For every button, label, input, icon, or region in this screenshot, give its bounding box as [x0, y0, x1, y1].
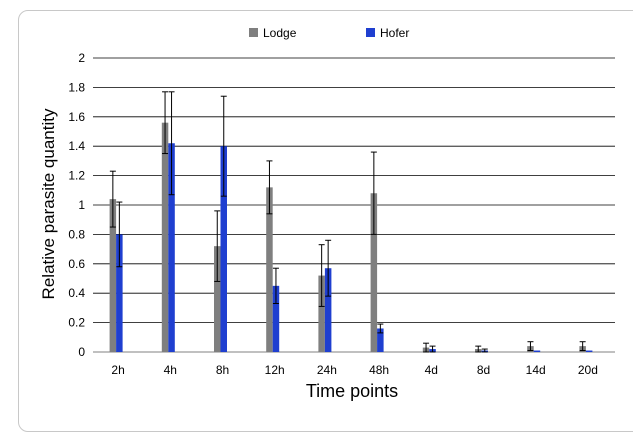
- bar-hofer-14d: [533, 350, 541, 352]
- x-tick-label: 24h: [317, 363, 337, 377]
- y-tick-labels: 0 0.2 0.4 0.6 0.8 1 1.2 1.4 1.6 1.8 2: [68, 51, 85, 359]
- x-tick-label: 48h: [369, 363, 389, 377]
- x-tick-label: 4d: [425, 363, 438, 377]
- y-tick-label: 0.8: [68, 227, 85, 241]
- bar-hofer-48h: [377, 328, 384, 352]
- bar-lodge-8h: [214, 246, 221, 352]
- bar-hofer-24h: [324, 268, 332, 352]
- y-tick-label: 1.6: [68, 110, 85, 124]
- x-tick-label: 2h: [111, 363, 124, 377]
- y-tick-label: 1: [78, 198, 85, 212]
- bar-lodge-4h: [161, 122, 169, 353]
- y-tick-label: 0.2: [68, 316, 85, 330]
- legend-label-lodge: Lodge: [263, 26, 297, 40]
- bars: [109, 122, 593, 353]
- legend-label-hofer: Hofer: [380, 26, 409, 40]
- y-tick-label: 0.6: [68, 257, 85, 271]
- x-tick-label: 14d: [526, 363, 546, 377]
- bar-hofer-8h: [220, 146, 227, 352]
- bar-lodge-48h: [370, 193, 378, 352]
- y-tick-label: 1.2: [68, 169, 85, 183]
- y-tick-label: 0: [78, 345, 85, 359]
- legend: Lodge Hofer: [249, 26, 409, 40]
- bar-hofer-12h: [272, 285, 280, 352]
- x-tick-label: 20d: [578, 363, 598, 377]
- x-tick-label: 8h: [216, 363, 229, 377]
- x-tick-label: 4h: [164, 363, 177, 377]
- y-axis-title: Relative parasite quantity: [39, 108, 58, 299]
- chart: 0 0.2 0.4 0.6 0.8 1 1.2 1.4 1.6 1.8 2 2h 4h 8h 12h 24h…: [39, 26, 615, 401]
- x-axis-title: Time points: [306, 381, 398, 401]
- y-tick-label: 1.4: [68, 139, 85, 153]
- bar-hofer-2h: [116, 234, 123, 352]
- chart-frame: [18, 10, 633, 432]
- y-tick-label: 0.4: [68, 286, 85, 300]
- y-tick-label: 1.8: [68, 80, 85, 94]
- x-tick-labels: 2h 4h 8h 12h 24h 48h 4d 8d 14d 20d: [111, 363, 597, 377]
- bar-lodge-12h: [266, 187, 273, 352]
- bar-lodge-2h: [109, 199, 117, 352]
- bar-hofer-20d: [585, 350, 593, 352]
- bar-hofer-4h: [168, 143, 175, 352]
- error-bars: [109, 91, 586, 353]
- legend-swatch-hofer: [366, 28, 375, 37]
- x-tick-label: 8d: [477, 363, 490, 377]
- y-tick-label: 2: [78, 51, 85, 65]
- bar-lodge-24h: [318, 275, 325, 352]
- legend-swatch-lodge: [249, 28, 258, 37]
- gridlines: [93, 57, 615, 353]
- x-tick-label: 12h: [265, 363, 285, 377]
